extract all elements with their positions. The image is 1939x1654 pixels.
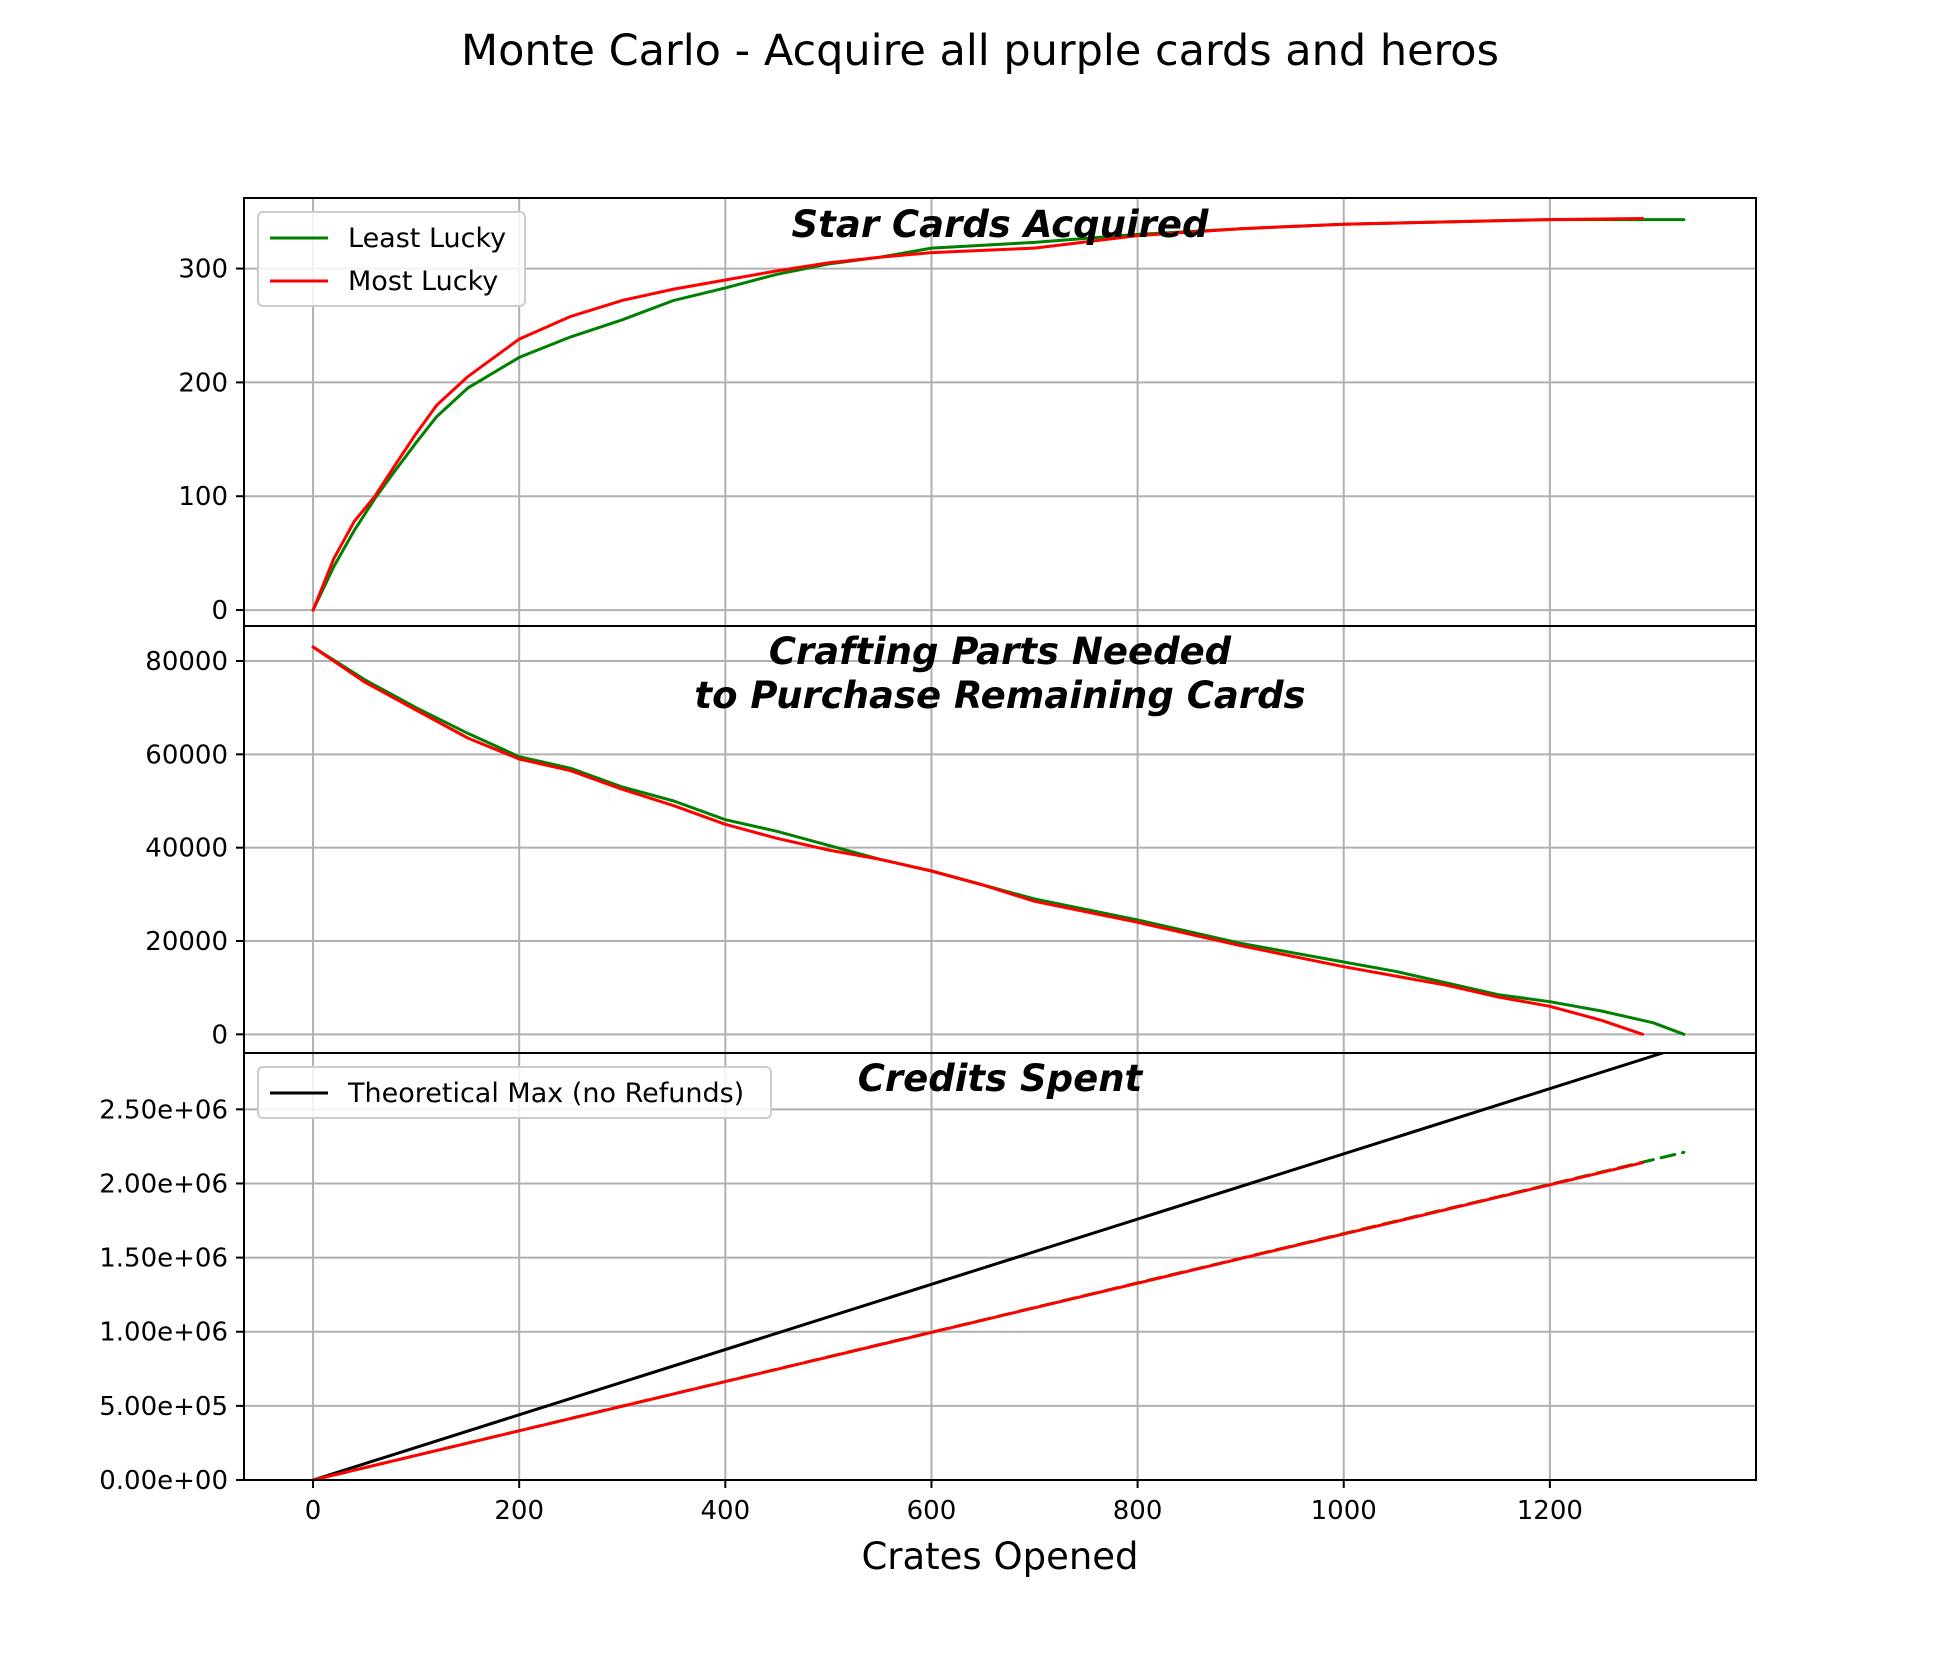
panel-credits-spent-title: Credits Spent <box>858 1057 1144 1100</box>
series-line-most-lucky <box>311 217 1645 612</box>
series-line-most-lucky <box>311 645 1645 1036</box>
legend-box <box>257 1066 772 1119</box>
panel-title-line: Star Cards Acquired <box>792 203 1209 246</box>
x-tick-label: 800 <box>1113 1496 1163 1526</box>
panel-title-line: Credits Spent <box>858 1057 1144 1100</box>
series-line-most-lucky <box>311 1161 1645 1480</box>
panel-star-cards-series <box>311 217 1686 612</box>
panel-star-cards-title: Star Cards Acquired <box>792 203 1209 246</box>
panel-credits-spent: 0.00e+00 5.00e+05 1.00e+06 1.50e+06 2.00e+06… <box>99 1052 1757 1526</box>
panel-credits-spent-legend: Theoretical Max (no Refunds) <box>257 1066 772 1119</box>
panel-star-cards: 0 100 200 300 Star Cards Acquired Least Luck… <box>178 197 1757 627</box>
legend-label: Theoretical Max (no Refunds) <box>347 1078 744 1109</box>
y-tick-label: 100 <box>178 482 228 512</box>
figure-suptitle: Monte Carlo - Acquire all purple cards a… <box>461 26 1499 76</box>
panel-credits-spent-xticks: 0 200 400 600 800 1000 1200 <box>305 1480 1583 1526</box>
y-tick-label: 0 <box>211 1020 228 1050</box>
y-tick-label: 2.00e+06 <box>99 1169 228 1199</box>
y-tick-label: 20000 <box>145 927 228 957</box>
x-tick-label: 600 <box>907 1496 957 1526</box>
panel-crafting-parts: 0 20000 40000 60000 80000 Crafting Parts Nee… <box>145 625 1757 1054</box>
y-tick-label: 0.00e+00 <box>99 1466 228 1496</box>
panel-crafting-parts-yticks: 0 20000 40000 60000 80000 <box>145 647 244 1050</box>
panel-star-cards-yticks: 0 100 200 300 <box>178 255 244 626</box>
y-tick-label: 80000 <box>145 647 228 677</box>
x-tick-label: 1200 <box>1517 1496 1583 1526</box>
y-tick-label: 40000 <box>145 834 228 864</box>
panel-crafting-parts-grid <box>244 626 1756 1053</box>
panel-title-line: to Purchase Remaining Cards <box>694 674 1305 717</box>
y-tick-label: 1.50e+06 <box>99 1244 228 1274</box>
y-tick-label: 0 <box>211 596 228 626</box>
x-tick-label: 1000 <box>1311 1496 1377 1526</box>
x-tick-label: 400 <box>701 1496 751 1526</box>
y-tick-label: 300 <box>178 255 228 285</box>
y-tick-label: 60000 <box>145 740 228 770</box>
x-tick-label: 0 <box>305 1496 322 1526</box>
panel-credits-spent-yticks: 0.00e+00 5.00e+05 1.00e+06 1.50e+06 2.00e+06… <box>99 1095 244 1496</box>
y-tick-label: 2.50e+06 <box>99 1095 228 1125</box>
panel-title-line: Crafting Parts Needed <box>769 630 1232 673</box>
legend-label: Least Lucky <box>348 223 506 254</box>
y-tick-label: 200 <box>178 368 228 398</box>
y-tick-label: 5.00e+05 <box>99 1392 228 1422</box>
panel-credits-spent-series <box>311 1053 1686 1480</box>
panel-crafting-parts-series <box>311 645 1686 1036</box>
y-tick-label: 1.00e+06 <box>99 1318 228 1348</box>
series-line-theoretical-max-no-refunds <box>311 1053 1668 1480</box>
legend-label: Most Lucky <box>348 266 498 297</box>
panel-crafting-parts-title: Crafting Parts Needed to Purchase Remaini… <box>694 630 1305 717</box>
panel-star-cards-legend: Least Lucky Most Lucky <box>257 211 526 307</box>
x-axis-label: Crates Opened <box>861 1535 1138 1578</box>
panel-credits-spent-frame <box>243 1052 1757 1481</box>
x-tick-label: 200 <box>494 1496 544 1526</box>
